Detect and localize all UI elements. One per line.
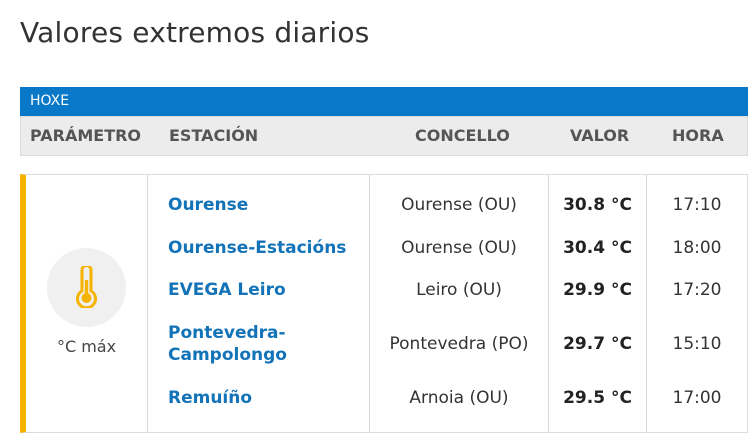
thermometer-icon [76,266,97,308]
header-concello: CONCELLO [415,126,510,145]
column-divider [369,175,370,432]
table-row: Ourense-Estacións Ourense (OU) 30.4 °C 1… [26,228,747,268]
station-link[interactable]: Remuíño [168,388,253,408]
parameter-label: °C máx [56,337,117,356]
valor-cell: 29.7 °C [563,334,632,354]
parameter-cell: °C máx [26,175,148,432]
header-estacion: ESTACIÓN [169,126,259,145]
header-parametro: PARÁMETRO [30,126,142,145]
table-row: Pontevedra- Campolongo Pontevedra (PO) 2… [26,319,747,369]
valor-cell: 30.8 °C [563,195,632,215]
valor-cell: 29.9 °C [563,280,632,300]
table-row: Ourense Ourense (OU) 30.8 °C 17:10 [26,185,747,225]
column-divider [646,175,647,432]
hora-cell: 15:10 [672,334,722,354]
station-link[interactable]: Ourense-Estacións [168,238,347,258]
table-row: EVEGA Leiro Leiro (OU) 29.9 °C 17:20 [26,270,747,310]
hora-cell: 18:00 [672,238,722,258]
table-row: Remuíño Arnoia (OU) 29.5 °C 17:00 [26,378,747,418]
header-hora: HORA [672,126,724,145]
column-divider [548,175,549,432]
hora-cell: 17:00 [672,388,722,408]
station-link[interactable]: EVEGA Leiro [168,280,286,300]
station-link[interactable]: Pontevedra- Campolongo [168,323,287,365]
parameter-icon-badge [47,248,126,327]
extremes-table: °C máx Ourense Ourense (OU) 30.8 °C 17:1… [20,174,748,433]
station-link[interactable]: Ourense [168,195,249,215]
valor-cell: 29.5 °C [563,388,632,408]
concello-cell: Arnoia (OU) [409,388,509,408]
page-title: Valores extremos diarios [20,16,370,49]
concello-cell: Pontevedra (PO) [389,334,529,354]
concello-cell: Leiro (OU) [416,280,502,300]
concello-cell: Ourense (OU) [401,195,517,215]
hora-cell: 17:20 [672,280,722,300]
hora-cell: 17:10 [672,195,722,215]
valor-cell: 30.4 °C [563,238,632,258]
concello-cell: Ourense (OU) [401,238,517,258]
table-header: PARÁMETRO ESTACIÓN CONCELLO VALOR HORA [20,116,748,156]
tab-hoxe[interactable]: HOXE [20,87,748,116]
header-valor: VALOR [570,126,630,145]
